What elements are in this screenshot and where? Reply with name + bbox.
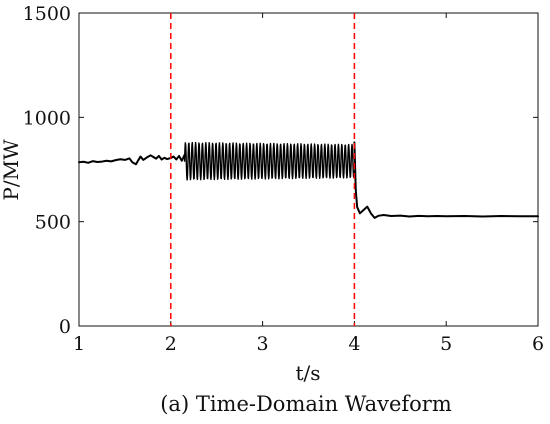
x-tick-label: 1 [73, 333, 85, 355]
series-line [353, 141, 539, 219]
plot-frame [78, 12, 539, 327]
x-tick-label: 6 [532, 333, 544, 355]
y-tick-label: 500 [35, 212, 71, 234]
series-layer [78, 141, 539, 219]
x-tick-label: 3 [257, 333, 269, 355]
x-axis-label: t/s [295, 361, 320, 385]
series-line [78, 154, 172, 166]
x-tick-label: 5 [440, 333, 452, 355]
plot-area [78, 12, 539, 327]
y-tick-label: 0 [59, 316, 71, 338]
series-line [183, 141, 355, 181]
y-tick-label: 1000 [23, 107, 71, 129]
y-axis-ticks: 0 500 1000 1500 [23, 3, 538, 338]
y-tick-label: 1500 [23, 3, 71, 25]
marker-layer [170, 13, 356, 326]
x-tick-label: 4 [348, 333, 360, 355]
chart-caption: (a) Time-Domain Waveform [160, 392, 452, 416]
y-axis-label: P/MW [0, 139, 23, 201]
x-axis-ticks: 1 2 3 4 5 6 [73, 13, 544, 355]
series-line [169, 153, 186, 162]
x-tick-label: 2 [165, 333, 177, 355]
